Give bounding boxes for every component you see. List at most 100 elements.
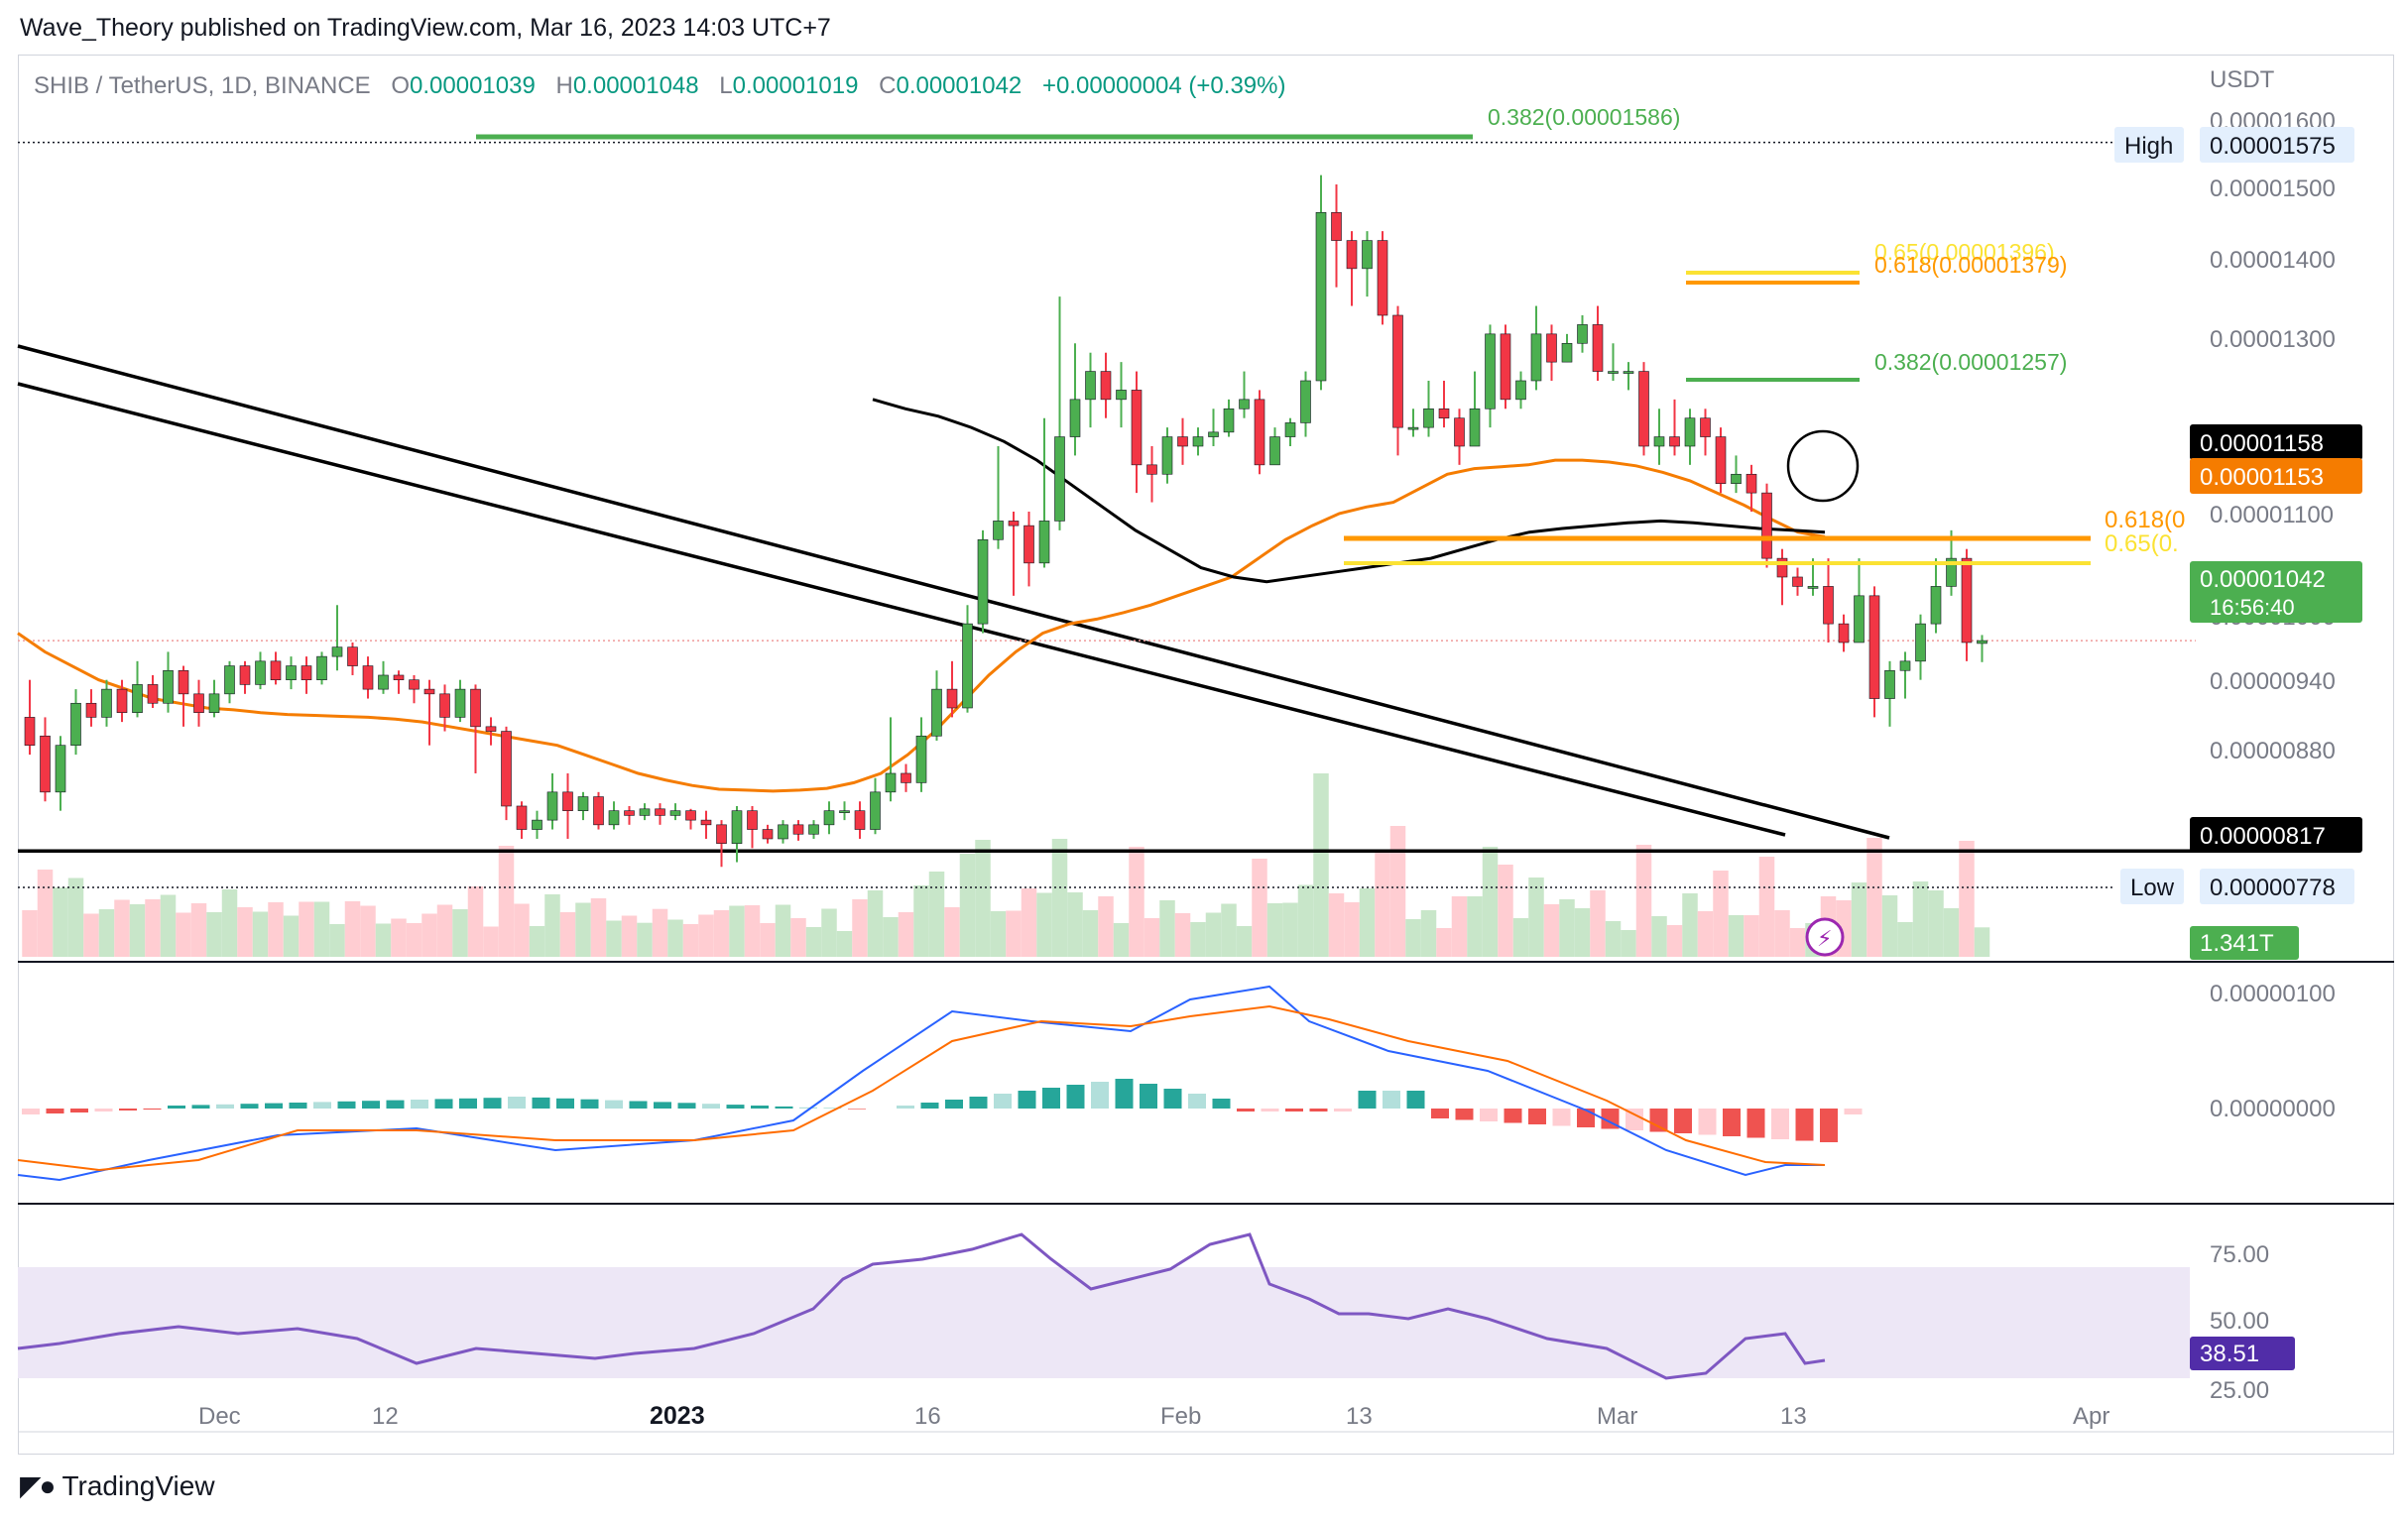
macd-histogram-bar [1431, 1109, 1449, 1118]
volume-bar [621, 915, 638, 957]
volume-bar [852, 899, 868, 957]
candle-body [808, 824, 819, 835]
candle-body [1608, 371, 1619, 374]
macd-histogram-bar [1334, 1109, 1352, 1112]
fib-label-0382-mid: 0.382(0.00001257) [1874, 349, 2067, 375]
candle-body [1915, 623, 1926, 662]
candle-body [1776, 557, 1788, 578]
volume-bar [1236, 926, 1253, 957]
candle-body [454, 688, 466, 718]
volume-bar [1713, 871, 1729, 957]
volume-bar [467, 886, 484, 957]
volume-bar [1651, 916, 1667, 957]
candle-body [1700, 417, 1711, 437]
candle-body [1346, 240, 1358, 270]
candle-body [792, 824, 804, 835]
macd-histogram-bar [1140, 1084, 1157, 1109]
macd-histogram-bar [1018, 1091, 1036, 1109]
volume-bar [406, 923, 422, 957]
candle-body [546, 791, 558, 821]
macd-histogram-bar [168, 1106, 185, 1109]
macd-histogram-bar [1795, 1109, 1814, 1141]
candle-body [1561, 342, 1573, 363]
macd-histogram-bar [1552, 1109, 1571, 1126]
volume-bar [1067, 892, 1083, 957]
macd-histogram-bar [459, 1098, 477, 1109]
candle-body [163, 669, 174, 704]
change-value: +0.00000004 (+0.39%) [1042, 72, 1286, 99]
macd-histogram-bar [191, 1105, 210, 1109]
candle-body [208, 693, 220, 713]
time-axis-tick: Feb [1160, 1403, 1201, 1430]
candle-body [1868, 595, 1880, 699]
candle-body [839, 810, 850, 813]
macd-histogram-bar [46, 1109, 64, 1113]
candle-body [1038, 521, 1050, 564]
candle-body [1684, 417, 1696, 447]
candle-body [1592, 324, 1604, 372]
volume-bar [452, 909, 468, 957]
low-tag-bg [2120, 869, 2184, 904]
volume-bar [252, 911, 269, 957]
candle-body [85, 702, 97, 718]
volume-bar [898, 912, 914, 957]
candle-body [1377, 240, 1388, 316]
volume-bar [1574, 908, 1591, 957]
volume-bar [1036, 892, 1052, 957]
candle-body [1161, 436, 1173, 475]
candles[interactable] [24, 175, 1987, 868]
macd-axis-tick: 0.00000100 [2210, 981, 2336, 1007]
candle-body [1085, 371, 1096, 401]
candle-body [70, 702, 81, 746]
fib-levels[interactable]: 0.382(0.00001586)0.65(0.00001396)0.618(0… [476, 104, 2185, 565]
candle-body [347, 646, 358, 666]
candle-body [1177, 436, 1188, 447]
candle-body [747, 810, 758, 830]
low-tag: Low [2130, 875, 2175, 901]
volume-bar [1420, 910, 1437, 957]
volume-bar [1498, 865, 1513, 957]
macd-histogram-bar [1383, 1091, 1400, 1109]
candle-body [147, 684, 159, 704]
macd-histogram-bar [1625, 1109, 1643, 1130]
macd-histogram-bar [411, 1100, 428, 1109]
macd-histogram-bar [1480, 1109, 1498, 1121]
candle-body [624, 810, 635, 816]
macd-histogram-bar [313, 1102, 331, 1109]
volume-bar [176, 912, 191, 957]
macd-histogram-bar [532, 1097, 550, 1109]
volume-bar [1190, 922, 1206, 957]
time-axis[interactable]: Dec 12 2023 16 Feb 13 Mar 13 Apr [198, 1402, 2109, 1430]
volume-bar [821, 908, 837, 957]
macd-histogram-bar [994, 1094, 1012, 1109]
volume-bar [928, 872, 945, 957]
rsi-pane [17, 1232, 2190, 1380]
candle-body [1116, 390, 1127, 401]
low-badge-bg [2200, 869, 2354, 904]
candle-body [1899, 660, 1911, 671]
price-axis[interactable]: 0.000016000.000015000.000014000.00001300… [2210, 108, 2336, 1404]
volume-bar [836, 931, 853, 957]
candle-body [977, 538, 989, 625]
candle-body [1331, 211, 1342, 241]
ema-black-badge-bg [2190, 424, 2362, 460]
volume-bar [483, 926, 499, 957]
volume-bar [160, 894, 177, 957]
ema-black-badge: 0.00001158 [2200, 430, 2324, 457]
flash-icon [1805, 917, 1845, 957]
open-value: 0.00001039 [410, 72, 536, 99]
volume-bar [652, 908, 668, 957]
macd-histogram-bar [775, 1106, 793, 1109]
candle-body [1239, 399, 1250, 410]
rsi-band [18, 1267, 2190, 1378]
volume-bar [1758, 857, 1775, 957]
candle-body [1208, 431, 1219, 437]
volume-bar [1389, 826, 1406, 957]
price-axis-tick: 0.00001300 [2210, 326, 2336, 353]
time-axis-tick: 13 [1780, 1403, 1807, 1430]
volume-bar [1774, 910, 1790, 957]
countdown-badge: 16:56:40 [2210, 595, 2295, 620]
volume-bar [698, 914, 714, 957]
tradingview-logo[interactable]: ◤● TradingView [20, 1469, 215, 1502]
